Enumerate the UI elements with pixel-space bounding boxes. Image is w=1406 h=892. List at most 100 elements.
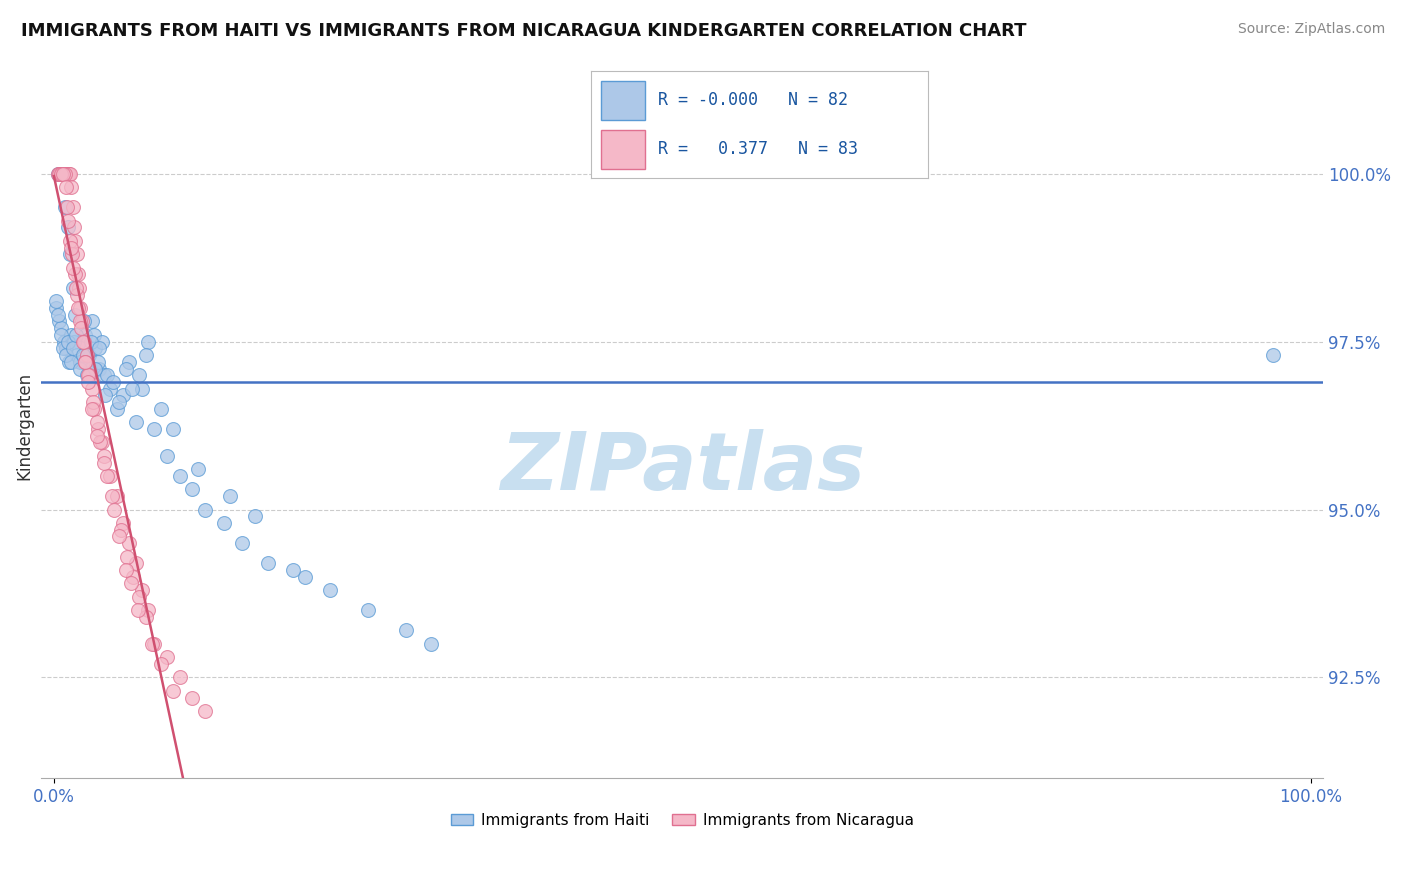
Point	[118, 536, 141, 550]
Point	[66, 287, 89, 301]
Text: Source: ZipAtlas.com: Source: ZipAtlas.com	[1237, 22, 1385, 37]
Point	[56, 167, 79, 181]
Point	[162, 422, 184, 436]
Point	[70, 321, 93, 335]
Point	[70, 314, 93, 328]
Point	[69, 361, 91, 376]
Point	[87, 422, 110, 436]
Point	[59, 247, 82, 261]
Point	[79, 361, 101, 376]
Point	[96, 368, 118, 383]
Point	[103, 502, 125, 516]
Y-axis label: Kindergarten: Kindergarten	[15, 372, 32, 480]
Point	[108, 395, 131, 409]
Point	[143, 422, 166, 436]
Point	[101, 375, 124, 389]
Point	[124, 415, 146, 429]
Point	[212, 516, 235, 530]
Point	[94, 388, 117, 402]
Text: R = -0.000   N = 82: R = -0.000 N = 82	[658, 91, 848, 109]
Point	[46, 308, 69, 322]
Point	[80, 334, 103, 349]
Point	[100, 382, 122, 396]
Point	[49, 327, 72, 342]
Point	[90, 334, 112, 349]
Point	[59, 167, 82, 181]
Point	[169, 671, 191, 685]
Point	[69, 355, 91, 369]
Point	[319, 583, 342, 598]
Legend: Immigrants from Haiti, Immigrants from Nicaragua: Immigrants from Haiti, Immigrants from N…	[444, 807, 920, 834]
Point	[114, 361, 136, 376]
Point	[58, 334, 80, 349]
Point	[76, 368, 98, 383]
Point	[111, 388, 134, 402]
Point	[162, 684, 184, 698]
Point	[77, 348, 100, 362]
Point	[65, 247, 87, 261]
Point	[84, 342, 107, 356]
Point	[55, 348, 77, 362]
Point	[82, 395, 104, 409]
Point	[100, 469, 122, 483]
Point	[87, 355, 110, 369]
Point	[419, 637, 441, 651]
Point	[72, 355, 94, 369]
Text: IMMIGRANTS FROM HAITI VS IMMIGRANTS FROM NICARAGUA KINDERGARTEN CORRELATION CHAR: IMMIGRANTS FROM HAITI VS IMMIGRANTS FROM…	[21, 22, 1026, 40]
Point	[52, 167, 75, 181]
Point	[136, 603, 159, 617]
Point	[86, 428, 108, 442]
Point	[46, 167, 69, 181]
Point	[77, 375, 100, 389]
Point	[194, 502, 217, 516]
Point	[49, 167, 72, 181]
Point	[58, 213, 80, 227]
Point	[181, 483, 204, 497]
Point	[83, 401, 105, 416]
Point	[69, 314, 91, 328]
Point	[93, 449, 115, 463]
Point	[72, 348, 94, 362]
Point	[124, 556, 146, 570]
Point	[48, 314, 70, 328]
Point	[67, 281, 90, 295]
Point	[82, 401, 104, 416]
Point	[67, 301, 90, 315]
Point	[62, 342, 84, 356]
Point	[136, 334, 159, 349]
Point	[156, 650, 179, 665]
Point	[243, 509, 266, 524]
Point	[83, 361, 105, 376]
Point	[135, 348, 157, 362]
Point	[73, 355, 96, 369]
Point	[55, 167, 77, 181]
Point	[96, 469, 118, 483]
Point	[114, 563, 136, 577]
Point	[128, 590, 150, 604]
Point	[231, 536, 253, 550]
Point	[149, 401, 172, 416]
Point	[56, 200, 79, 214]
Point	[53, 167, 76, 181]
Point	[72, 334, 94, 349]
Point	[100, 489, 122, 503]
Point	[65, 281, 87, 295]
Point	[52, 167, 75, 181]
Point	[187, 462, 209, 476]
Point	[115, 549, 138, 564]
Point	[86, 415, 108, 429]
Point	[65, 234, 87, 248]
Point	[60, 180, 83, 194]
Point	[218, 489, 240, 503]
Point	[52, 334, 75, 349]
Point	[55, 180, 77, 194]
Point	[51, 167, 73, 181]
Point	[120, 576, 142, 591]
Point	[1261, 348, 1284, 362]
Point	[90, 435, 112, 450]
Point	[63, 220, 86, 235]
Point	[80, 382, 103, 396]
Point	[73, 314, 96, 328]
Point	[49, 167, 72, 181]
Point	[108, 529, 131, 543]
